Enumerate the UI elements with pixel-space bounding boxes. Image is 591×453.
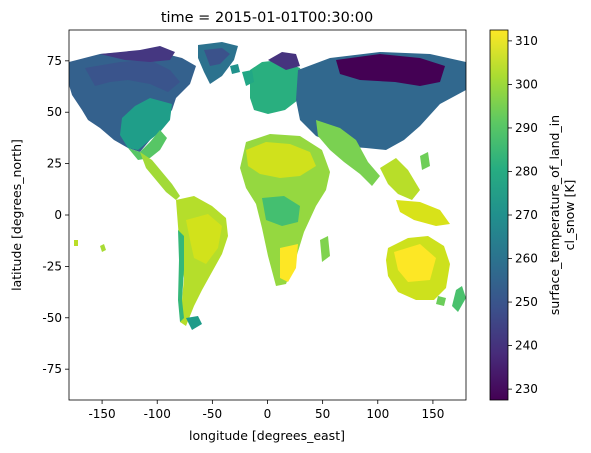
colorbar-tick-label: 310 (515, 34, 538, 48)
cb-tick: 230 (508, 382, 538, 396)
land-south-america (176, 196, 228, 326)
y-tick: 25 (47, 157, 69, 171)
x-ticks: -150 -100 -50 0 50 100 150 (88, 400, 444, 421)
colorbar: 230 240 250 260 270 280 290 300 (489, 29, 577, 401)
x-tick: -100 (144, 400, 171, 421)
land-australia (386, 236, 450, 306)
chart-title: time = 2015-01-01T00:30:00 (161, 10, 373, 26)
colorbar-tick-label: 270 (515, 208, 538, 222)
land-islands (74, 64, 430, 330)
colorbar-label-line1: surface_temperature_of_land_in (547, 115, 562, 315)
land-africa (240, 134, 330, 286)
colorbar-tick-label: 250 (515, 295, 538, 309)
y-tick-label: 75 (47, 54, 62, 68)
map-surface (69, 30, 466, 400)
cb-tick: 300 (508, 77, 538, 91)
colorbar-tick-label: 240 (515, 339, 538, 353)
y-tick-label: 0 (54, 208, 62, 222)
land-europe (250, 52, 306, 114)
cb-tick: 240 (508, 339, 538, 353)
colorbar-gradient (489, 29, 509, 401)
y-tick: 75 (47, 54, 69, 68)
x-tick-label: 50 (315, 407, 330, 421)
cb-tick: 290 (508, 121, 538, 135)
y-tick: 0 (54, 208, 69, 222)
colorbar-tick-label: 290 (515, 121, 538, 135)
land-asia (296, 52, 466, 226)
cb-tick: 250 (508, 295, 538, 309)
x-tick: 150 (421, 400, 444, 421)
colorbar-tick-label: 230 (515, 382, 538, 396)
cb-tick: 280 (508, 164, 538, 178)
x-tick: 100 (366, 400, 389, 421)
colorbar-label-line2: cl_snow [K] (562, 180, 577, 251)
cb-tick: 260 (508, 252, 538, 266)
y-tick: -25 (42, 259, 69, 273)
y-tick-label: -25 (42, 259, 62, 273)
colorbar-tick-label: 260 (515, 252, 538, 266)
x-tick-label: -100 (144, 407, 171, 421)
land-central-america (140, 152, 180, 200)
y-tick: 50 (47, 105, 69, 119)
y-tick-label: -50 (42, 311, 62, 325)
x-tick: -150 (88, 400, 116, 421)
land-north-america (69, 46, 196, 160)
x-tick-label: 0 (264, 407, 272, 421)
y-axis-label: latitude [degrees_north] (9, 139, 24, 291)
land-new-zealand (452, 286, 466, 312)
y-tick-label: -75 (42, 362, 62, 376)
x-tick: -50 (203, 400, 223, 421)
cb-tick: 310 (508, 34, 538, 48)
y-ticks: -75 -50 -25 0 25 50 75 (42, 54, 69, 376)
y-tick: -50 (42, 311, 69, 325)
x-tick: 50 (315, 400, 330, 421)
y-tick-label: 25 (47, 157, 62, 171)
y-tick-label: 50 (47, 105, 62, 119)
y-tick: -75 (42, 362, 69, 376)
land-greenland (198, 42, 238, 84)
x-tick-label: -50 (203, 407, 223, 421)
x-tick: 0 (264, 400, 272, 421)
x-tick-label: 150 (421, 407, 444, 421)
cb-tick: 270 (508, 208, 538, 222)
x-tick-label: 100 (366, 407, 389, 421)
x-tick-label: -150 (88, 407, 115, 421)
x-axis-label: longitude [degrees_east] (189, 428, 345, 443)
colorbar-tick-label: 280 (515, 164, 538, 178)
land-madagascar (320, 236, 330, 262)
colorbar-tick-label: 300 (515, 77, 538, 91)
